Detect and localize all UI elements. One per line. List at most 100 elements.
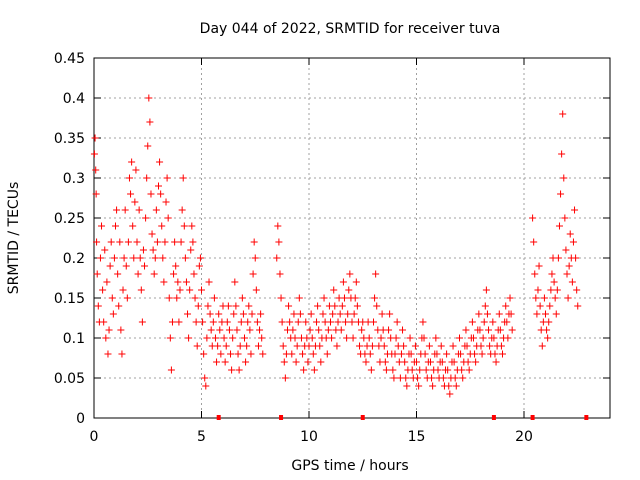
data-point	[92, 190, 100, 198]
data-point	[491, 350, 499, 358]
data-point	[164, 214, 172, 222]
data-point	[215, 310, 223, 318]
data-point	[415, 382, 423, 390]
data-point	[143, 174, 151, 182]
data-point	[292, 358, 300, 366]
data-point	[402, 374, 410, 382]
data-point	[174, 278, 182, 286]
data-point	[439, 374, 447, 382]
data-point	[568, 278, 576, 286]
data-point	[342, 318, 350, 326]
y-tick-label: 0.4	[63, 91, 85, 107]
data-point	[459, 374, 467, 382]
data-point	[411, 342, 419, 350]
data-point	[288, 350, 296, 358]
data-point	[340, 294, 348, 302]
data-point	[177, 238, 185, 246]
data-point	[438, 358, 446, 366]
data-point	[310, 366, 318, 374]
data-point	[529, 214, 537, 222]
data-point	[276, 270, 284, 278]
data-point	[92, 166, 100, 174]
data-point	[194, 302, 202, 310]
data-point	[334, 318, 342, 326]
data-point	[166, 334, 174, 342]
x-tick-label: 0	[90, 429, 99, 445]
data-point	[289, 326, 297, 334]
data-point	[121, 206, 129, 214]
data-point	[123, 294, 131, 302]
data-point	[222, 342, 230, 350]
data-point	[243, 342, 251, 350]
data-point	[230, 310, 238, 318]
data-point	[443, 350, 451, 358]
data-point	[338, 302, 346, 310]
data-point	[257, 310, 265, 318]
data-point	[403, 382, 411, 390]
data-point	[278, 318, 286, 326]
data-point	[293, 342, 301, 350]
data-point	[258, 334, 266, 342]
data-point	[370, 318, 377, 326]
data-point	[502, 302, 510, 310]
data-point	[499, 350, 506, 358]
data-point	[333, 342, 341, 350]
data-point	[237, 318, 245, 326]
data-point	[560, 174, 568, 182]
data-point	[233, 326, 241, 334]
data-point	[253, 318, 261, 326]
data-point	[124, 238, 132, 246]
data-point	[336, 310, 344, 318]
data-point	[497, 342, 505, 350]
data-point	[103, 278, 111, 286]
data-point	[446, 390, 454, 398]
data-point	[256, 326, 264, 334]
data-point	[476, 326, 484, 334]
data-point	[281, 374, 289, 382]
x-tick-label: 15	[408, 429, 426, 445]
data-point	[574, 302, 582, 310]
data-point	[380, 342, 388, 350]
data-point	[304, 358, 312, 366]
data-point	[555, 222, 563, 230]
data-point	[561, 214, 569, 222]
data-point	[171, 238, 179, 246]
data-point	[108, 294, 116, 302]
data-point	[192, 318, 200, 326]
data-point	[307, 310, 315, 318]
data-point	[119, 286, 127, 294]
data-point	[100, 318, 108, 326]
y-axis-label: SRMTID / TECUs	[6, 182, 22, 295]
data-point	[305, 342, 313, 350]
data-point	[221, 358, 229, 366]
data-point	[138, 318, 146, 326]
data-point	[316, 342, 324, 350]
data-point	[228, 366, 236, 374]
data-point	[545, 318, 553, 326]
data-point	[348, 318, 356, 326]
grid-lines	[94, 58, 610, 418]
data-point	[559, 110, 567, 118]
y-tick-label: 0.05	[54, 371, 85, 387]
data-point	[504, 334, 512, 342]
data-point	[558, 150, 566, 158]
data-point	[397, 350, 405, 358]
data-point	[543, 326, 551, 334]
data-point	[432, 334, 440, 342]
data-point	[223, 318, 231, 326]
data-point	[131, 198, 139, 206]
data-point	[351, 294, 359, 302]
data-point	[98, 222, 106, 230]
data-point	[328, 334, 336, 342]
data-point	[385, 326, 393, 334]
data-point	[127, 190, 135, 198]
data-point	[214, 342, 222, 350]
data-point	[400, 342, 408, 350]
data-point	[389, 366, 397, 374]
data-point	[420, 334, 428, 342]
data-point	[462, 326, 470, 334]
data-point	[159, 254, 167, 262]
axis-ticks: 0 0.05 0.1 0.15 0.2 0.25 0.3 0.35 0.4 0.45 0 5 10 15 2…	[54, 51, 610, 445]
data-point	[277, 294, 285, 302]
data-point	[508, 326, 516, 334]
